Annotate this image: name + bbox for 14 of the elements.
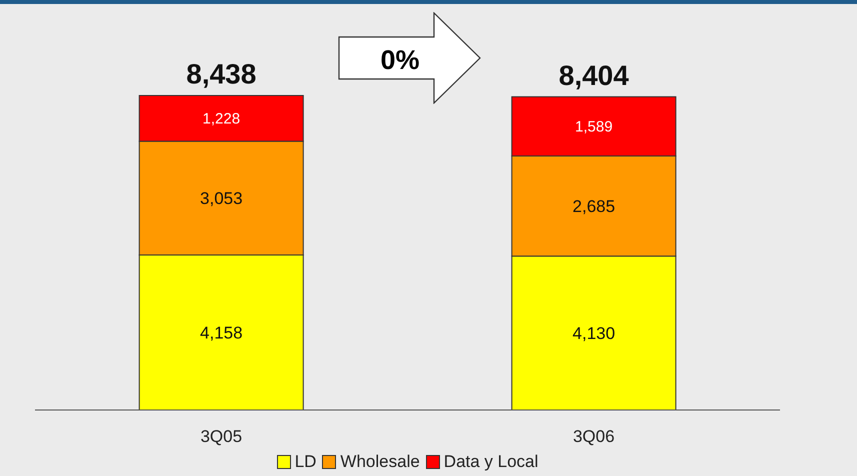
data-label: 2,685	[572, 196, 616, 216]
data-label: 4,130	[572, 324, 616, 343]
legend-label: Wholesale	[339, 452, 420, 472]
legend-label: LD	[294, 452, 316, 472]
total-label: 8,404	[558, 60, 630, 91]
data-label: 1,589	[575, 118, 613, 136]
x-tick-label: 3Q06	[572, 427, 615, 446]
data-label: 1,228	[202, 110, 240, 128]
total-label: 8,438	[186, 58, 256, 90]
legend-label: Data y Local	[442, 452, 538, 472]
arrow-icon: 0%	[338, 12, 482, 104]
data-label: 3,053	[200, 189, 243, 208]
x-tick-label: 3Q05	[200, 427, 242, 446]
data-label: 4,158	[200, 323, 243, 342]
